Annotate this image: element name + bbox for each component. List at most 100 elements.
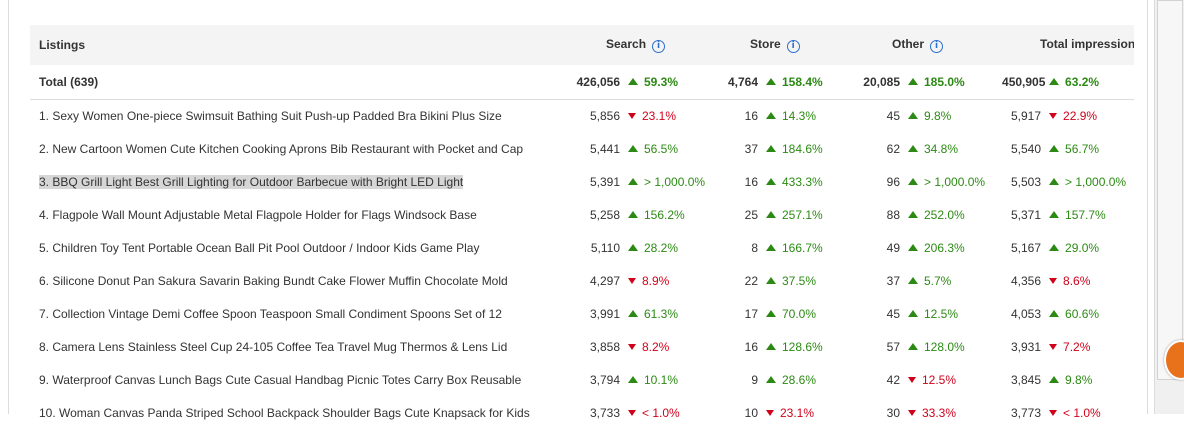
listing-name[interactable]: 1. Sexy Women One-piece Swimsuit Bathing…	[30, 99, 552, 132]
table-row[interactable]: 9. Waterproof Canvas Lunch Bags Cute Cas…	[30, 363, 1134, 396]
total-value: 5,917	[1010, 108, 1042, 123]
listing-name[interactable]: 5. Children Toy Tent Portable Ocean Ball…	[30, 231, 552, 264]
table-row[interactable]: 3. BBQ Grill Light Best Grill Lighting f…	[30, 165, 1134, 198]
info-icon[interactable]: i	[786, 40, 800, 53]
total-label: Total (639)	[30, 65, 552, 100]
arrow-down-icon	[1049, 343, 1058, 350]
listing-name[interactable]: 9. Waterproof Canvas Lunch Bags Cute Cas…	[30, 363, 552, 396]
col-header-other-label: Other	[892, 37, 925, 51]
table-row[interactable]: 10. Woman Canvas Panda Striped School Ba…	[30, 396, 1134, 429]
listing-name-text[interactable]: 9. Waterproof Canvas Lunch Bags Cute Cas…	[39, 372, 522, 387]
listings-table: Listings Search i Store i Other i Total imp…	[30, 25, 1135, 429]
total-search-change: 59.3%	[628, 65, 721, 100]
table-row[interactable]: 1. Sexy Women One-piece Swimsuit Bathing…	[30, 99, 1134, 132]
listing-name[interactable]: 2. New Cartoon Women Cute Kitchen Cookin…	[30, 132, 552, 165]
arrow-up-icon	[628, 77, 638, 85]
listing-name[interactable]: 7. Collection Vintage Demi Coffee Spoon …	[30, 297, 552, 330]
table-row[interactable]: 6. Silicone Donut Pan Sakura Savarin Bak…	[30, 264, 1134, 297]
total-change: 9.8%	[1049, 363, 1134, 396]
arrow-up-icon	[908, 177, 918, 185]
arrow-up-icon	[628, 210, 638, 218]
total-search: 426,056	[552, 65, 628, 100]
total-store-change: 158.4%	[766, 65, 851, 100]
arrow-up-icon	[908, 144, 918, 152]
col-header-total-label: Total impressions	[1040, 37, 1135, 51]
listing-name-text[interactable]: 7. Collection Vintage Demi Coffee Spoon …	[39, 306, 502, 321]
search-value: 3,733	[589, 405, 620, 420]
arrow-up-icon	[628, 375, 638, 383]
listing-name-text[interactable]: 6. Silicone Donut Pan Sakura Savarin Bak…	[39, 273, 508, 288]
col-header-total[interactable]: Total impressionsi	[1002, 25, 1135, 65]
listing-name[interactable]: 10. Woman Canvas Panda Striped School Ba…	[30, 396, 552, 429]
listing-name[interactable]: 6. Silicone Donut Pan Sakura Savarin Bak…	[30, 264, 552, 297]
col-header-other[interactable]: Other i	[851, 25, 1003, 65]
total-value: 5,167	[1010, 240, 1042, 255]
table-row[interactable]: 4. Flagpole Wall Mount Adjustable Metal …	[30, 198, 1134, 231]
total-store: 4,764	[721, 65, 766, 100]
search-change: 156.2%	[628, 198, 721, 231]
info-icon[interactable]: i	[652, 40, 666, 53]
col-header-store-label: Store	[750, 37, 781, 51]
search-change: 28.2%	[628, 231, 721, 264]
listing-name-text[interactable]: 4. Flagpole Wall Mount Adjustable Metal …	[39, 207, 477, 222]
table-row[interactable]: 2. New Cartoon Women Cute Kitchen Cookin…	[30, 132, 1134, 165]
search-change: 23.1%	[628, 99, 721, 132]
listing-name[interactable]: 8. Camera Lens Stainless Steel Cup 24-10…	[30, 330, 552, 363]
total-other-change: 185.0%	[908, 65, 1003, 100]
arrow-up-icon	[1049, 309, 1060, 317]
col-header-search[interactable]: Search i	[552, 25, 721, 65]
other-value: 88	[886, 207, 900, 222]
other-value: 45	[886, 306, 900, 321]
search-value: 5,391	[589, 174, 620, 189]
store-change: 166.7%	[766, 231, 851, 264]
search-value: 5,856	[589, 108, 620, 123]
listing-name[interactable]: 3. BBQ Grill Light Best Grill Lighting f…	[30, 165, 552, 198]
total-change: 22.9%	[1049, 99, 1134, 132]
arrow-down-icon	[908, 409, 916, 416]
listing-name-text[interactable]: 8. Camera Lens Stainless Steel Cup 24-10…	[39, 339, 508, 354]
arrow-down-icon	[628, 277, 636, 284]
store-value: 16	[744, 108, 758, 123]
store-value: 17	[744, 306, 758, 321]
col-header-search-label: Search	[606, 37, 647, 51]
arrow-up-icon	[908, 77, 918, 85]
search-change: < 1.0%	[628, 396, 721, 429]
listing-name-text[interactable]: 10. Woman Canvas Panda Striped School Ba…	[39, 405, 530, 420]
listing-name-text[interactable]: 5. Children Toy Tent Portable Ocean Ball…	[39, 240, 480, 255]
col-header-listings: Listings	[30, 25, 552, 65]
listing-name-text[interactable]: 1. Sexy Women One-piece Swimsuit Bathing…	[39, 108, 502, 123]
listing-name-text[interactable]: 2. New Cartoon Women Cute Kitchen Cookin…	[39, 141, 524, 156]
col-header-store[interactable]: Store i	[721, 25, 851, 65]
search-value: 3,794	[589, 372, 620, 387]
table-row[interactable]: 8. Camera Lens Stainless Steel Cup 24-10…	[30, 330, 1134, 363]
other-value: 96	[886, 174, 900, 189]
arrow-up-icon	[628, 309, 638, 317]
other-change: 128.0%	[908, 330, 1002, 363]
search-value: 5,441	[589, 141, 620, 156]
arrow-up-icon	[1049, 77, 1060, 85]
arrow-up-icon	[766, 309, 776, 317]
other-change: 12.5%	[908, 297, 1002, 330]
listing-name[interactable]: 4. Flagpole Wall Mount Adjustable Metal …	[30, 198, 552, 231]
arrow-up-icon	[766, 276, 776, 284]
total-value: 5,503	[1010, 174, 1042, 189]
total-impressions: 450,905	[1002, 65, 1050, 100]
scrollbar-thumb[interactable]	[1157, 0, 1183, 380]
store-value: 22	[744, 273, 758, 288]
store-value: 16	[744, 339, 758, 354]
table-header-row: Listings Search i Store i Other i Total imp…	[30, 25, 1135, 65]
total-change: 157.7%	[1049, 198, 1134, 231]
table-row[interactable]: 5. Children Toy Tent Portable Ocean Ball…	[30, 231, 1134, 264]
search-change: 8.2%	[628, 330, 721, 363]
table-row[interactable]: 7. Collection Vintage Demi Coffee Spoon …	[30, 297, 1134, 330]
arrow-up-icon	[766, 144, 776, 152]
info-icon[interactable]: i	[930, 40, 944, 53]
arrow-down-icon	[1049, 277, 1058, 284]
listing-name-text[interactable]: 3. BBQ Grill Light Best Grill Lighting f…	[39, 174, 464, 189]
store-change: 70.0%	[766, 297, 851, 330]
other-change: 33.3%	[908, 396, 1002, 429]
other-value: 37	[886, 273, 900, 288]
total-impressions-change: 63.2%	[1049, 65, 1135, 100]
arrow-up-icon	[1049, 177, 1060, 185]
search-value: 3,858	[589, 339, 620, 354]
